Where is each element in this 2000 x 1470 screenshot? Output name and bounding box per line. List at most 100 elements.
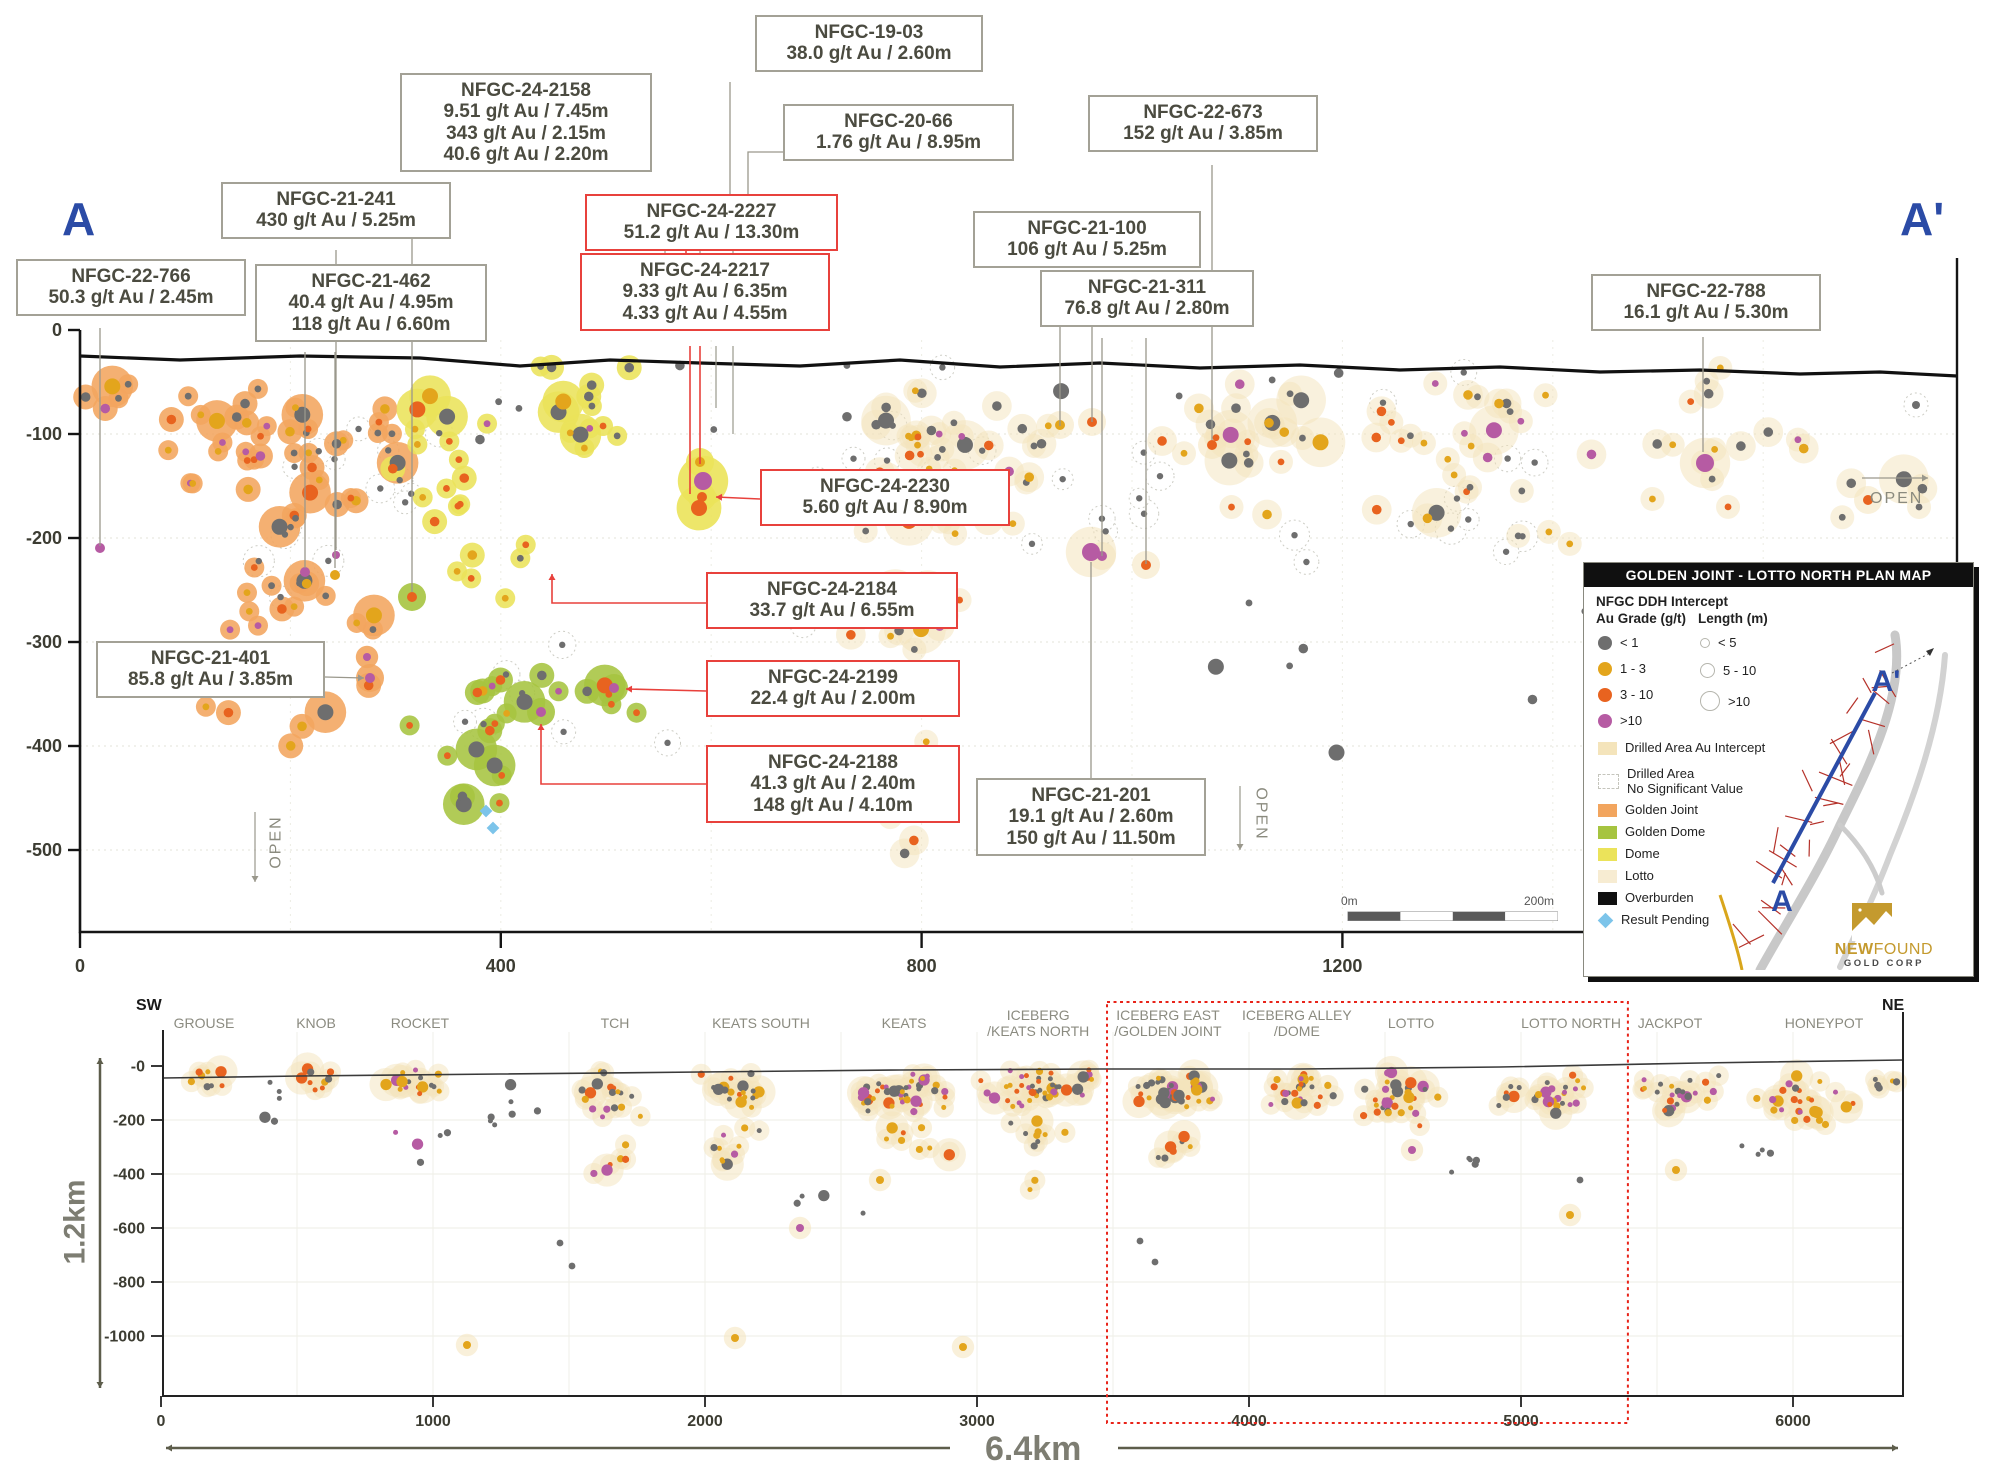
- drill-dot: [794, 1200, 801, 1207]
- drill-dot: [710, 1144, 717, 1151]
- drill-dot: [1709, 476, 1716, 483]
- drill-dot: [939, 446, 946, 453]
- drill-dot: [601, 1164, 612, 1175]
- drill-dot-feature: [876, 1176, 884, 1184]
- drill-dot: [1136, 1084, 1141, 1089]
- drill-dot: [1291, 1090, 1298, 1097]
- drill-dot: [437, 1089, 442, 1094]
- drill-dot: [1190, 1079, 1197, 1086]
- length-label: 5 - 10: [1723, 663, 1756, 678]
- grade-dot-icon: [1598, 636, 1612, 650]
- drill-dot: [1725, 504, 1732, 511]
- drill-dot: [377, 485, 383, 491]
- drill-dot: [555, 688, 562, 695]
- drill-dot: [800, 1194, 805, 1199]
- vein-line: [1863, 678, 1871, 693]
- drill-dot: [81, 392, 91, 402]
- drill-dot: [741, 1124, 748, 1131]
- drill-dot: [1279, 427, 1289, 437]
- drill-dot: [419, 494, 426, 501]
- drill-dot: [534, 1107, 541, 1114]
- drill-dot: [1792, 1085, 1799, 1092]
- zone-label: KEATS SOUTH: [712, 1015, 810, 1031]
- callout-intercept: 85.8 g/t Au / 3.85m: [104, 669, 317, 690]
- drill-dot: [277, 1096, 282, 1101]
- length-ring-icon: [1700, 691, 1720, 711]
- drill-dot: [417, 1091, 422, 1096]
- drill-dot: [459, 473, 469, 483]
- drill-dot: [1508, 1091, 1519, 1102]
- drill-dot: [881, 403, 891, 413]
- drill-dot: [1282, 1090, 1289, 1097]
- drill-dot: [355, 426, 361, 432]
- callout-intercept: 148 g/t Au / 4.10m: [714, 795, 952, 816]
- scalebar-segment: [1505, 912, 1557, 921]
- x-tick-label: 4000: [1231, 1413, 1267, 1430]
- drill-dot: [629, 1094, 634, 1099]
- drill-dot: [1562, 1090, 1567, 1095]
- drill-dot: [484, 420, 491, 427]
- drill-dot: [1033, 1132, 1040, 1139]
- drill-dot: [1448, 525, 1454, 531]
- drill-dot: [1049, 1071, 1054, 1076]
- x-tick-label: 0: [75, 956, 85, 976]
- drill-dot: [100, 404, 110, 414]
- callout-intercept: 40.4 g/t Au / 4.95m: [263, 292, 479, 313]
- logo-star: [1858, 908, 1861, 911]
- legend-swatch-lotto_zone-icon: [1598, 870, 1617, 883]
- drill-dot: [934, 454, 941, 461]
- drill-dot: [1432, 380, 1439, 387]
- vein-line: [1847, 698, 1858, 714]
- drill-dot: [1231, 403, 1241, 413]
- length-label: >10: [1728, 694, 1750, 709]
- zone-label: HONEYPOT: [1785, 1015, 1864, 1031]
- drill-dot: [727, 1097, 732, 1102]
- drill-dot: [927, 1146, 932, 1151]
- drill-dot: [1873, 1077, 1878, 1082]
- logo-subtitle: GOLD CORP: [1835, 959, 1933, 969]
- drill-dot-feature: [300, 567, 310, 577]
- drill-dot-feature: [731, 1334, 739, 1342]
- zone-label: ICEBERG: [1007, 1007, 1070, 1023]
- callout-intercept: 16.1 g/t Au / 5.30m: [1599, 302, 1813, 323]
- drill-dot: [900, 849, 910, 859]
- drill-dot: [1188, 1144, 1193, 1149]
- vein-line: [1773, 827, 1778, 853]
- drill-dot: [1299, 1076, 1304, 1081]
- drill-dot: [473, 688, 483, 698]
- drill-dot: [887, 633, 894, 640]
- drill-dot: [1031, 443, 1038, 450]
- drill-dot: [202, 703, 209, 710]
- drill-dot: [1702, 1079, 1709, 1086]
- drill-dot: [167, 415, 177, 425]
- drill-dot: [313, 1087, 318, 1092]
- compass-ne-label: NE: [1882, 997, 1904, 1015]
- drill-dot: [1412, 1110, 1419, 1117]
- drill-dot: [1223, 427, 1239, 443]
- drill-dot: [590, 1170, 597, 1177]
- vertical-scale-label: 1.2km: [59, 1179, 93, 1264]
- x-tick-label: 6000: [1775, 1413, 1811, 1430]
- drill-dot: [633, 709, 640, 716]
- callout-hole-id: NFGC-22-766: [24, 266, 238, 287]
- drill-dot: [1421, 440, 1428, 447]
- drill-dot: [1517, 1085, 1522, 1090]
- callout-intercept: 51.2 g/t Au / 13.30m: [593, 222, 830, 243]
- drill-dot: [731, 1151, 738, 1158]
- drill-dot: [1545, 529, 1552, 536]
- x-tick-label: 0: [157, 1413, 166, 1430]
- callout-intercept: 430 g/t Au / 5.25m: [229, 210, 443, 231]
- trench-arrow-icon: [1926, 648, 1934, 656]
- drill-dot: [1568, 1102, 1573, 1107]
- drill-dot: [1711, 446, 1718, 453]
- drill-dot: [429, 1083, 434, 1088]
- drill-dot: [904, 1096, 911, 1103]
- y-tick-label: -100: [26, 424, 62, 444]
- drill-dot: [1173, 1090, 1184, 1101]
- arrowhead: [1892, 1445, 1898, 1452]
- vein-line: [1739, 935, 1764, 948]
- legend-area-row: Golden Joint: [1598, 803, 1698, 818]
- drill-dot: [1194, 404, 1204, 414]
- drill-dot: [1799, 444, 1809, 454]
- drill-dot: [992, 401, 1002, 411]
